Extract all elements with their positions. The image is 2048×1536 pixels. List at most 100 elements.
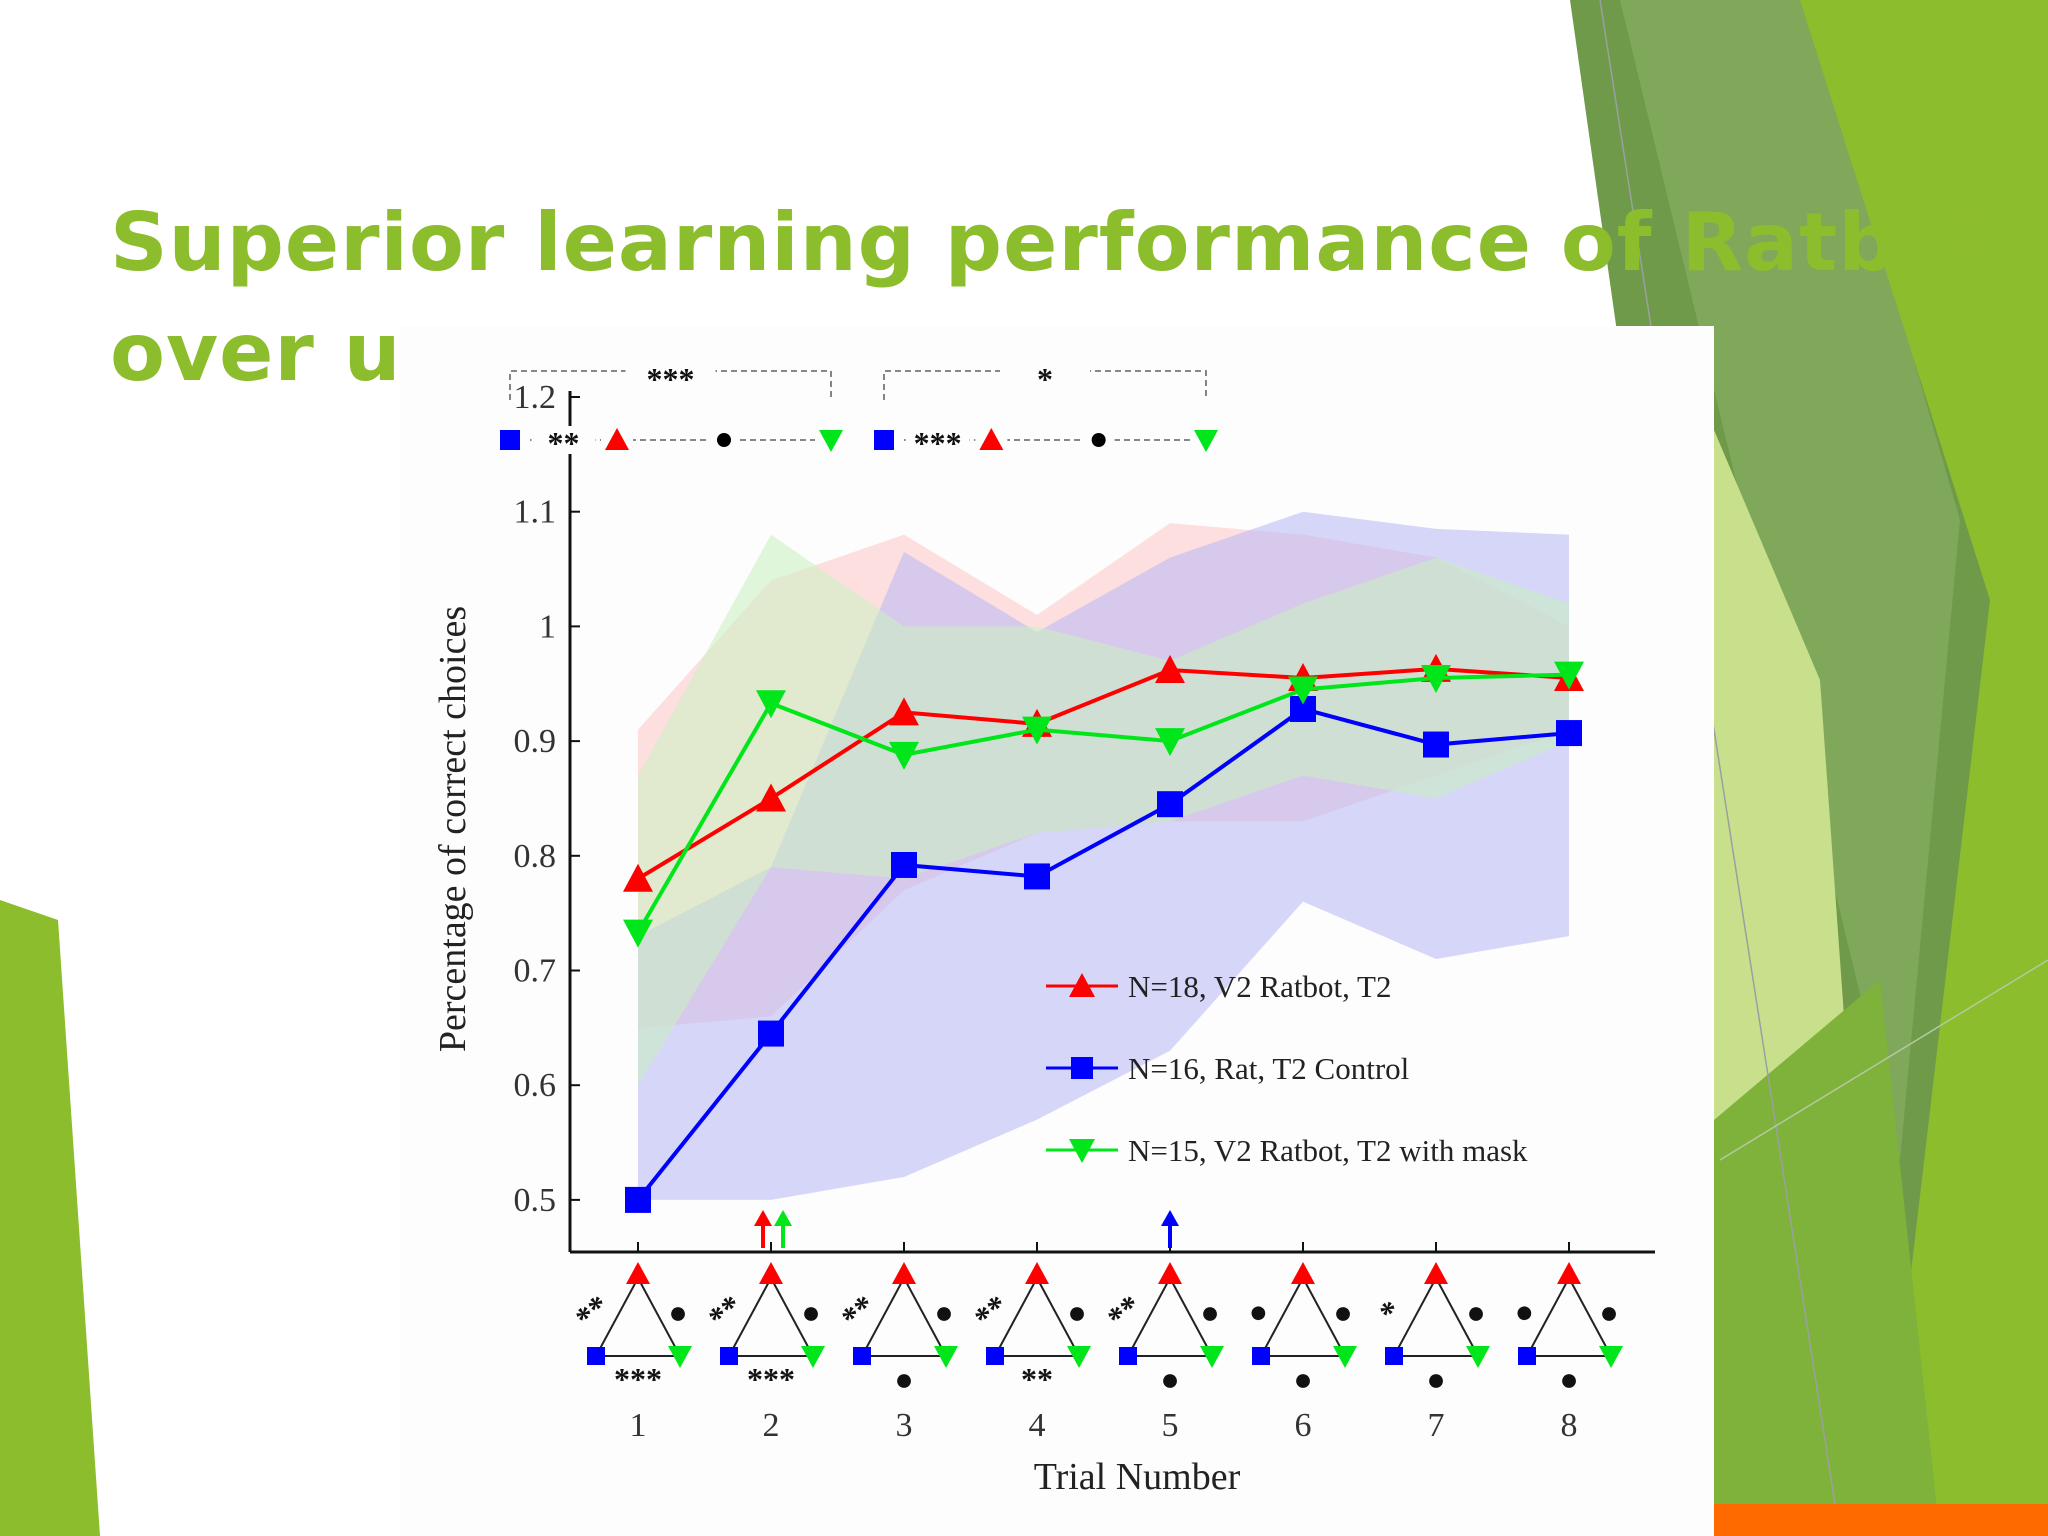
marker-triangle-down: [756, 690, 786, 719]
marker-square: [625, 1186, 651, 1213]
confidence-band: [638, 534, 1569, 1086]
marker-triangle-down: [1599, 1346, 1623, 1368]
slide-title-line-1: Superior learning performance of Ratbots: [110, 196, 2041, 289]
marker-square: [758, 1020, 784, 1047]
trial-right-significance: ●: [668, 1294, 687, 1330]
marker-triangle-down: [934, 1346, 958, 1368]
marker-triangle-down: [1194, 430, 1218, 452]
arrow-head: [1161, 1210, 1179, 1226]
series-line: [636, 706, 1570, 1202]
marker-triangle-down: [1333, 1346, 1357, 1368]
marker-square: [1119, 1347, 1137, 1365]
trial-right-significance: ●: [801, 1294, 820, 1330]
trial-left-significance: **: [568, 1288, 616, 1336]
pair-significance: **: [548, 425, 580, 461]
marker-triangle-up: [1557, 1262, 1581, 1284]
bracket-significance: ***: [647, 361, 695, 397]
marker-triangle-up: [892, 1262, 916, 1284]
marker-square: [1556, 720, 1582, 747]
bracket-label-bg: [1000, 356, 1090, 384]
series-line: [636, 672, 1570, 934]
legend-label: N=18, V2 Ratbot, T2: [1128, 969, 1392, 1004]
series-lines: [623, 653, 1584, 1213]
y-tick-label: 0.8: [514, 838, 557, 875]
decor-line: [1719, 959, 2048, 1161]
trial-bottom-significance: **: [1021, 1361, 1053, 1397]
x-tick-label: 4: [1029, 1407, 1046, 1444]
trial-left-significance: **: [701, 1288, 749, 1336]
trial-bottom-significance: ●: [1293, 1361, 1312, 1397]
trial-triangle: [1126, 1275, 1214, 1357]
pair-significance: ***: [914, 425, 962, 461]
chart-axes: 0.5 0.6 0.7 0.8 0.9 1 1.1 1.2 1 2 3 4 5 6 7 8: [514, 379, 1655, 1444]
trial-triangle: [727, 1275, 815, 1357]
x-tick-label: 6: [1295, 1407, 1312, 1444]
x-axis-label: Trial Number: [1034, 1456, 1241, 1498]
marker-triangle-up: [626, 1262, 650, 1284]
x-tick-label: 7: [1428, 1407, 1445, 1444]
trial-right-significance: ●: [1067, 1294, 1086, 1330]
pair-label-bg: [905, 426, 970, 454]
slide-title-line-2: over u: [110, 306, 402, 399]
marker-triangle-down: [1421, 665, 1451, 694]
trial-triangle: [1392, 1275, 1480, 1357]
marker-triangle-up: [1025, 1262, 1049, 1284]
marker-triangle-down: [1200, 1346, 1224, 1368]
y-tick-label: 0.6: [514, 1067, 557, 1104]
trial-triangle: [1259, 1275, 1347, 1357]
marker-triangle-up: [889, 697, 919, 726]
decor-shape-right-mid: [1620, 0, 1960, 1160]
y-tick-label: 1: [539, 608, 556, 645]
trial-right-significance: ●: [1200, 1294, 1219, 1330]
marker-triangle-down: [1155, 728, 1185, 757]
x-tick-label: 8: [1561, 1407, 1578, 1444]
x-tick-label: 5: [1162, 1407, 1179, 1444]
marker-dot: [717, 433, 731, 447]
trial-bottom-significance: ●: [894, 1361, 913, 1397]
marker-square: [500, 430, 520, 450]
marker-triangle-down: [1554, 661, 1584, 690]
bracket-label-bg: [625, 356, 716, 384]
y-tick-label: 1.1: [514, 494, 557, 531]
decor-line: [1599, 0, 1841, 1536]
y-tick-label: 1.2: [514, 379, 557, 416]
trial-triangle: [993, 1275, 1081, 1357]
chart-panel: 0.5 0.6 0.7 0.8 0.9 1 1.1 1.2 1 2 3 4 5 6 7 8 *** ** * ***…: [400, 326, 1714, 1536]
decor-shape-right-lower: [1714, 980, 1940, 1536]
marker-triangle-down: [801, 1346, 825, 1368]
marker-triangle-up: [623, 863, 653, 892]
y-tick-label: 0.9: [514, 723, 557, 760]
marker-triangle-up: [605, 428, 629, 450]
x-tick-label: 3: [896, 1407, 913, 1444]
marker-triangle-up: [1069, 973, 1095, 997]
marker-dot: [1091, 433, 1106, 447]
confidence-bands: [638, 511, 1569, 1200]
pair-label-bg: [531, 426, 596, 454]
trial-left-significance: ●: [1238, 1292, 1276, 1332]
marker-square: [720, 1347, 738, 1365]
marker-triangle-down: [1069, 1139, 1095, 1163]
marker-square: [1518, 1347, 1536, 1365]
marker-square: [1024, 863, 1050, 890]
line-chart: 0.50.60.70.80.911.11.21 2 3 4 5 6 7 8 *********…: [432, 356, 1655, 1498]
legend-label: N=15, V2 Ratbot, T2 with mask: [1128, 1133, 1528, 1168]
marker-triangle-up: [759, 1262, 783, 1284]
marker-triangle-down: [1022, 716, 1052, 745]
marker-square: [1252, 1347, 1270, 1365]
marker-square: [986, 1347, 1004, 1365]
y-tick-label: 0.5: [514, 1182, 557, 1219]
trial-left-significance: *: [1372, 1293, 1407, 1331]
marker-triangle-up: [756, 783, 786, 812]
trial-bottom-significance: ●: [1426, 1361, 1445, 1397]
arrow-head: [774, 1210, 792, 1226]
trial-right-significance: ●: [1599, 1294, 1618, 1330]
marker-triangle-up: [1291, 1262, 1315, 1284]
trial-left-significance: **: [834, 1288, 882, 1336]
trial-bottom-significance: ***: [747, 1361, 795, 1397]
trial-bottom-significance: ●: [1559, 1361, 1578, 1397]
marker-triangle-up: [1424, 1262, 1448, 1284]
trial-right-significance: ●: [934, 1294, 953, 1330]
marker-triangle-down: [819, 430, 843, 452]
marker-square: [1385, 1347, 1403, 1365]
marker-square: [874, 430, 894, 450]
